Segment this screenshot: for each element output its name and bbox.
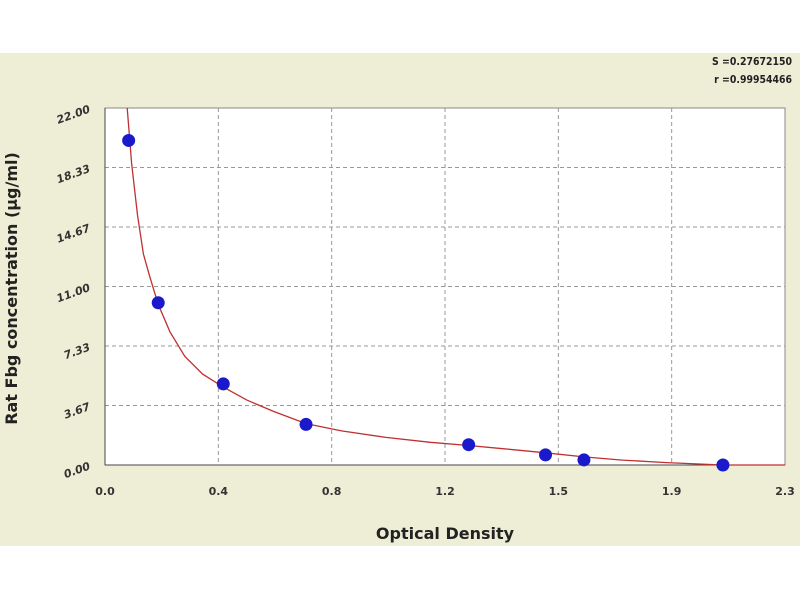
- x-tick-label: 0.0: [95, 485, 115, 498]
- y-axis-title: Rat Fbg concentration (µg/ml): [2, 152, 21, 425]
- y-tick-label: 11.00: [55, 281, 92, 305]
- data-points: [122, 133, 730, 472]
- x-axis-title: Optical Density: [376, 524, 515, 543]
- data-point: [299, 417, 313, 431]
- data-point: [716, 458, 730, 472]
- x-tick-label: 0.4: [209, 485, 229, 498]
- data-point: [122, 133, 136, 147]
- data-point: [216, 377, 230, 391]
- stat-r: r =0.99954466: [714, 73, 792, 86]
- y-tick-label: 18.33: [55, 162, 92, 186]
- x-tick-label: 2.3: [775, 485, 795, 498]
- y-tick-label: 0.00: [62, 459, 92, 481]
- y-tick-label: 14.67: [55, 221, 92, 245]
- x-tick-label: 1.5: [549, 485, 569, 498]
- y-tick-label: 7.33: [62, 340, 92, 362]
- y-tick-label: 3.67: [62, 400, 92, 422]
- grid-lines: [105, 108, 785, 465]
- y-tick-labels: 0.00 3.67 7.33 11.00 14.67 18.33 22.00: [55, 102, 92, 481]
- x-tick-label: 0.8: [322, 485, 342, 498]
- y-tick-label: 22.00: [55, 102, 92, 126]
- axes: [104, 108, 785, 466]
- fit-statistics: S =0.27672150 r =0.99954466: [666, 53, 792, 89]
- data-point: [462, 438, 476, 452]
- x-tick-labels: 0.0 0.4 0.8 1.2 1.5 1.9 2.3: [95, 485, 795, 498]
- x-tick-label: 1.9: [662, 485, 682, 498]
- stat-s: S =0.27672150: [712, 55, 792, 68]
- x-tick-label: 1.2: [435, 485, 455, 498]
- data-point: [151, 296, 165, 310]
- data-point: [577, 453, 591, 467]
- data-point: [539, 448, 553, 462]
- fit-curve: [126, 107, 785, 466]
